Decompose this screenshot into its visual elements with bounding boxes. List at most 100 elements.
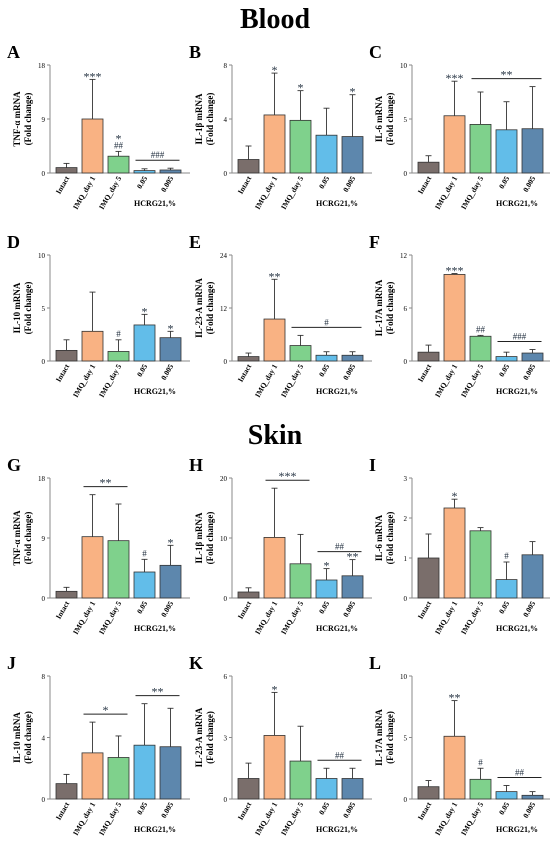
x-tick-label: Intact [54,599,72,621]
bar [107,351,130,362]
bar [495,579,518,599]
x-tick-label: IMQ_day 5 [279,174,305,211]
significance-mark: ** [347,550,359,564]
x-tick-label: 0.005 [521,362,537,381]
bar [417,557,440,599]
y-tick-label: 0 [224,170,228,178]
y-tick-label: 5 [404,735,408,743]
bar [263,318,286,362]
x-tick-label: Intact [416,599,434,621]
y-tick-label: 8 [224,62,228,70]
x-tick-label: IMQ_day 5 [279,800,305,837]
group-label: HCRG21,% [316,825,358,834]
y-axis-title: (Fold change) [205,282,215,335]
bracket-label: ## [515,767,525,777]
y-tick-label: 9 [42,116,46,124]
panel-letter: F [369,232,380,252]
significance-mark: * [452,489,458,503]
y-tick-label: 3 [224,735,228,743]
x-tick-label: IMQ_day 5 [279,362,305,399]
y-tick-label: 4 [224,116,228,124]
significance-mark: * [272,682,278,696]
x-tick-label: IMQ_day 5 [459,800,485,837]
x-tick-label: IMQ_day 1 [253,800,279,837]
x-tick-label: IMQ_day 1 [253,174,279,211]
y-axis-title: IL-17A mRNA [374,279,384,336]
y-tick-label: 10 [38,252,46,260]
bar [521,794,544,800]
significance-mark: ## [114,140,124,150]
bar [289,760,312,800]
group-label: HCRG21,% [316,624,358,633]
y-tick-label: 3 [404,475,408,483]
bar [315,778,338,800]
bar [81,330,104,362]
panel-letter: E [189,232,201,252]
panel-letter: A [7,42,20,62]
y-tick-label: 10 [220,535,228,543]
bar [443,507,466,599]
significance-mark: * [168,535,174,549]
bracket-label: ## [335,750,345,760]
x-tick-label: IMQ_day 1 [253,362,279,399]
group-label: HCRG21,% [496,387,538,396]
x-tick-label: Intact [236,362,254,384]
bracket-label: ** [152,685,164,699]
x-tick-label: Intact [236,800,254,822]
panel-k: K IL-23-A mRNA (Fold change) 0 3 6 Intact * IMQ_… [189,653,372,837]
bar [443,735,466,800]
bar [107,540,130,599]
bar [133,324,156,362]
y-axis-title: IL-1β mRNA [194,93,204,144]
y-tick-label: 0 [224,358,228,366]
panel-letter: D [7,232,20,252]
bar [159,169,182,174]
bracket-label: * [103,703,109,717]
x-tick-label: 0.05 [135,174,149,190]
significance-mark: # [142,548,147,558]
y-tick-label: 0 [404,595,408,603]
y-tick-label: 0 [42,595,46,603]
y-tick-label: 8 [42,673,46,681]
x-tick-label: 0.005 [521,599,537,618]
x-tick-label: 0.05 [497,800,511,816]
significance-mark: *** [84,69,102,83]
y-tick-label: 0 [404,358,408,366]
y-tick-label: 1 [404,555,408,563]
panel-b: B IL-1β mRNA (Fold change) 0 4 8 Intact * IMQ_da… [189,42,372,211]
panel-i: I IL-6 mRNA (Fold change) 0 1 2 3 Intact * IMQ_da… [369,455,550,636]
bar [263,114,286,174]
x-tick-label: Intact [416,800,434,822]
y-tick-label: 9 [42,535,46,543]
significance-mark: ## [476,324,486,334]
y-tick-label: 0 [404,796,408,804]
x-tick-label: 0.005 [341,174,357,193]
y-axis-title: (Fold change) [205,93,215,146]
bar [81,536,104,599]
x-tick-label: 0.05 [497,599,511,615]
x-tick-label: 0.05 [497,174,511,190]
y-tick-label: 10 [400,62,408,70]
bar [289,345,312,362]
significance-mark: * [142,304,148,318]
bar [237,159,260,174]
bar [55,590,78,599]
y-axis-title: IL-6 mRNA [374,514,384,561]
group-label: HCRG21,% [134,624,176,633]
bar [263,735,286,800]
x-tick-label: Intact [54,362,72,384]
panel-e: E IL-23-A mRNA (Fold change) 0 12 24 Intact ** I… [189,232,372,399]
significance-mark: * [116,131,122,145]
panel-l: L IL-17A mRNA (Fold change) 0 5 10 Intact ** IMQ… [369,653,550,837]
y-tick-label: 2 [404,515,408,523]
bracket-label: ** [501,68,513,82]
x-tick-label: IMQ_day 1 [433,174,459,211]
bar [443,115,466,174]
significance-mark: *** [446,71,464,85]
bar [521,352,544,362]
y-axis-title: IL-17A mRNA [374,709,384,766]
y-tick-label: 12 [220,305,228,313]
